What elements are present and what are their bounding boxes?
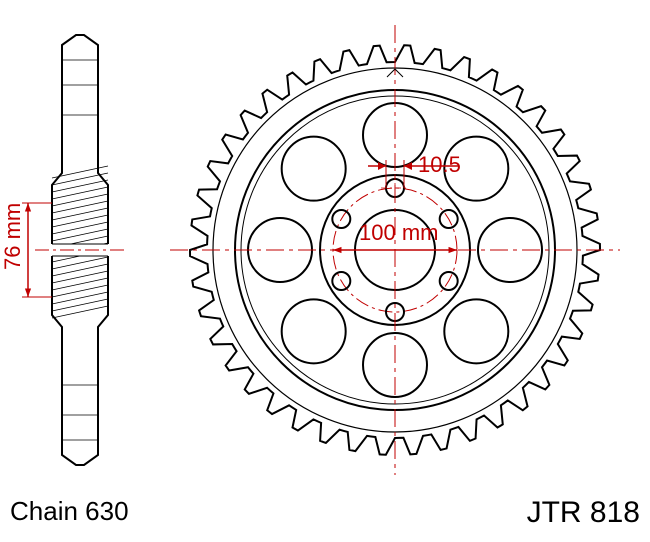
bolt-circle-dim: 100 mm: [359, 220, 438, 245]
sprocket-technical-drawing: 76 mm 100 mm 10.5 Chain 630 JTR 818: [0, 0, 650, 542]
chain-spec-label: Chain 630: [10, 496, 129, 526]
hub-diameter-dim: 76 mm: [0, 203, 25, 270]
bolt-hole-dim: 10.5: [418, 152, 461, 177]
part-number-label: JTR 818: [527, 496, 640, 529]
dimension-annotations: 76 mm 100 mm 10.5: [0, 152, 461, 297]
sprocket-side-view: [35, 35, 125, 465]
